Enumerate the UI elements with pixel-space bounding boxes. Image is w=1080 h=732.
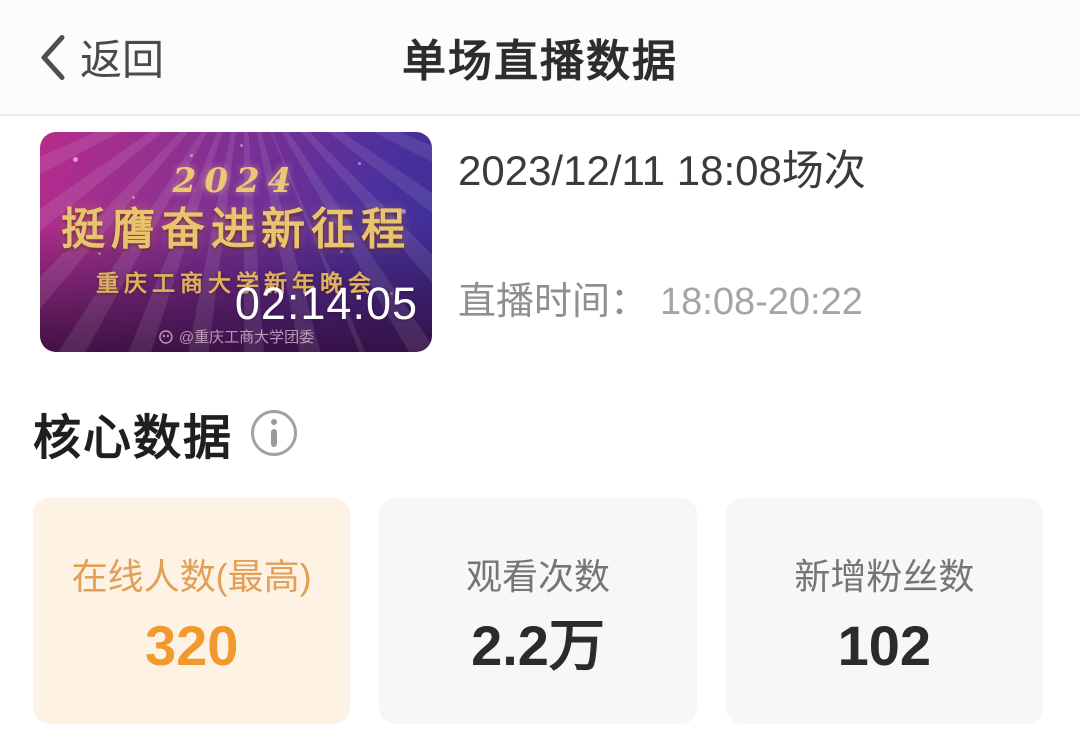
live-time-value: 18:08-20:22 — [660, 281, 863, 324]
chevron-left-icon — [40, 34, 66, 80]
stat-value: 320 — [144, 614, 239, 677]
back-button-label: 返回 — [80, 36, 165, 84]
stat-label: 观看次数 — [465, 556, 610, 597]
back-button[interactable]: 返回 — [40, 27, 164, 88]
watermark-text: @重庆工商大学团委 — [178, 329, 315, 346]
stat-value: 102 — [837, 614, 932, 677]
cover-subtitle-text: 重庆工商大学新年晚会 — [96, 270, 376, 298]
stat-card-online-peak: 在线人数(最高) 320 — [33, 498, 351, 724]
watermark-logo-icon — [158, 329, 174, 345]
live-time-row: 直播时间： 18:08-20:22 — [458, 270, 866, 325]
cover-year-text: 2024 — [172, 161, 300, 201]
stat-label: 在线人数(最高) — [71, 556, 312, 597]
cover-watermark: @重庆工商大学团委 — [158, 326, 314, 347]
core-data-section-header: 核心数据 — [33, 398, 1080, 468]
stat-label: 新增粉丝数 — [794, 556, 975, 597]
session-title: 2023/12/11 18:08场次 — [458, 147, 866, 194]
live-time-label: 直播时间： — [458, 281, 649, 324]
core-data-title: 核心数据 — [33, 412, 234, 465]
session-summary: 2024 挺膺奋进新征程 重庆工商大学新年晚会 02:14:05 @重庆工商大学… — [0, 116, 1080, 352]
header: 返回 单场直播数据 — [0, 0, 1080, 116]
cover-slogan-text: 挺膺奋进新征程 — [61, 204, 411, 255]
core-data-stats: 在线人数(最高) 320 观看次数 2.2万 新增粉丝数 102 — [0, 498, 1080, 724]
stat-value: 2.2万 — [471, 614, 605, 677]
cover-content: 2024 挺膺奋进新征程 重庆工商大学新年晚会 — [40, 132, 432, 352]
session-info: 2023/12/11 18:08场次 直播时间： 18:08-20:22 — [458, 132, 866, 352]
page-title: 单场直播数据 — [402, 37, 678, 86]
video-duration: 02:14:05 — [234, 278, 418, 329]
live-cover-thumbnail[interactable]: 2024 挺膺奋进新征程 重庆工商大学新年晚会 02:14:05 @重庆工商大学… — [40, 132, 432, 352]
stat-card-new-followers: 新增粉丝数 102 — [725, 498, 1043, 724]
info-icon-glyph — [271, 419, 278, 447]
info-icon[interactable] — [251, 410, 298, 456]
stat-card-views: 观看次数 2.2万 — [379, 498, 697, 724]
